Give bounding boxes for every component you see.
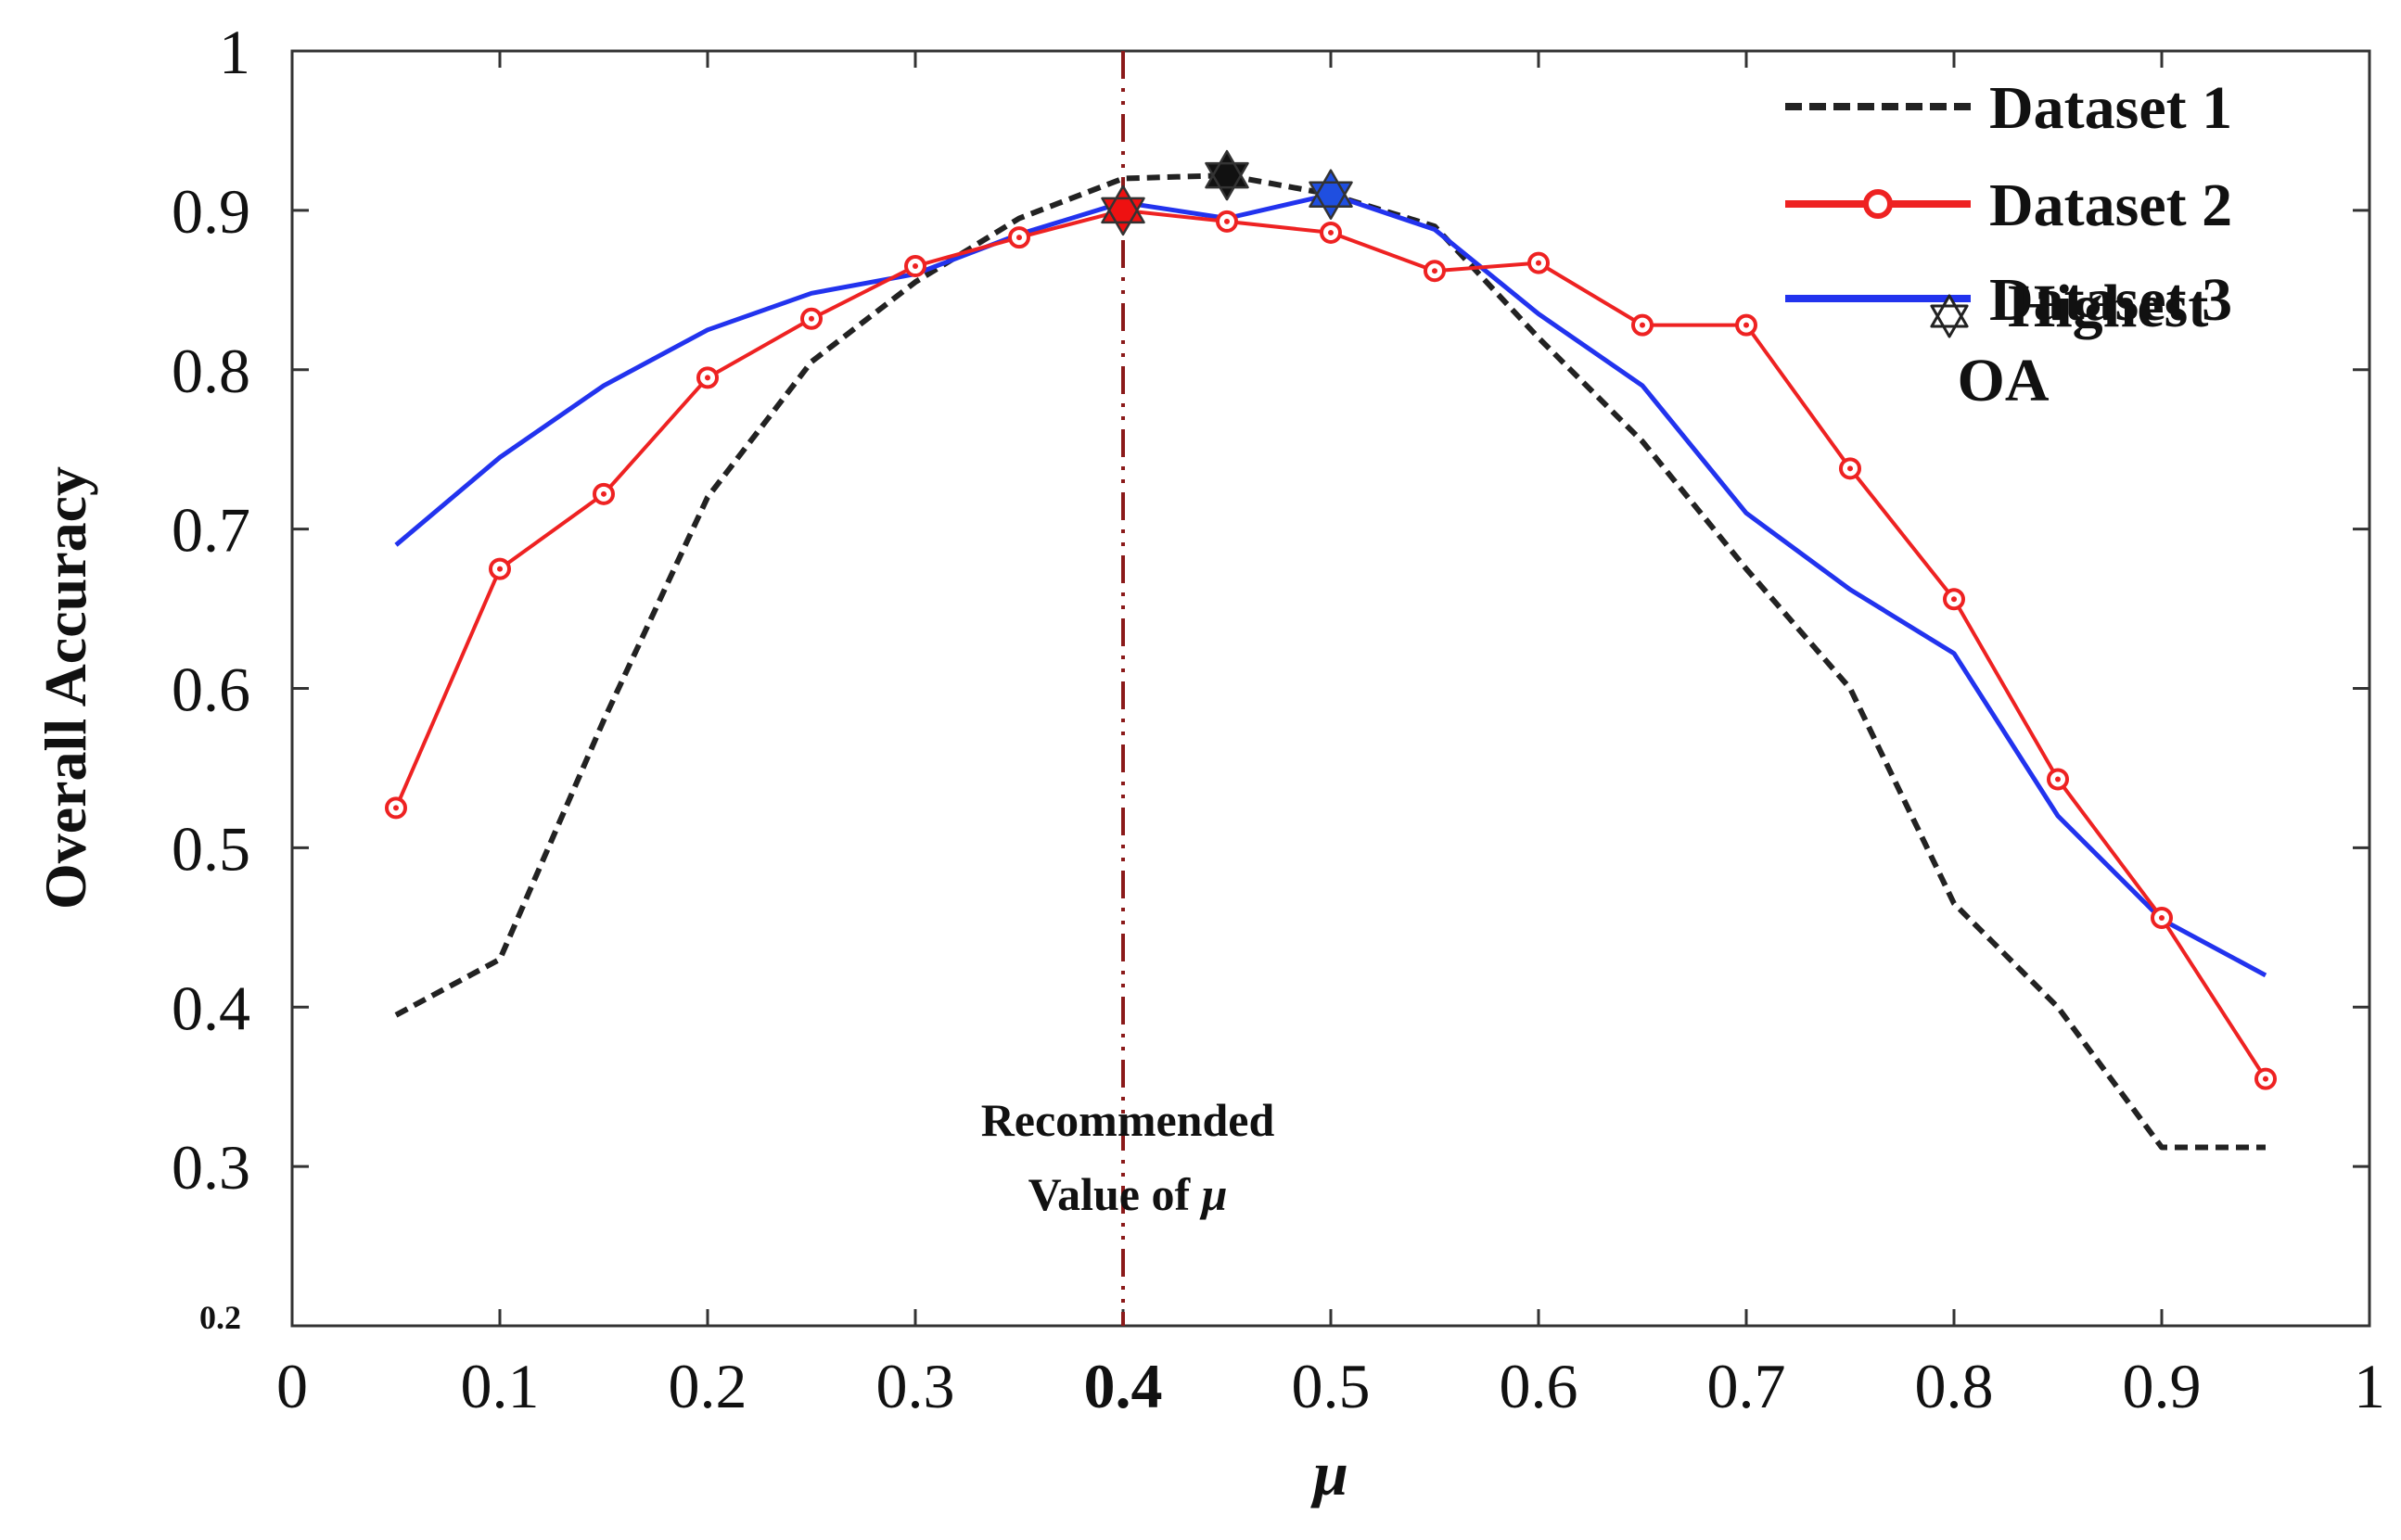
x-tick-labels: 0 0.1 0.2 0.3 0.4 0.5 0.6 0.7 0.8 0.9 1 (276, 1351, 2385, 1421)
x-tick-label: 0.4 (1084, 1351, 1163, 1421)
legend-highest-oa-line1: Highest (2008, 273, 2208, 340)
recommended-value-label: Value of μ (1028, 1168, 1228, 1220)
y-tick-label: 0.4 (172, 973, 250, 1043)
y-axis-label: Overall Accuracy (32, 466, 98, 910)
y-tick-label: 0.8 (172, 336, 250, 406)
x-tick-label: 1 (2354, 1351, 2385, 1421)
x-tick-label: 0.5 (1292, 1351, 1371, 1421)
y-tick-labels: 0.3 0.4 0.5 0.6 0.7 0.8 0.9 1 (172, 17, 250, 1203)
series-line-dataset-3 (394, 192, 2267, 978)
recommended-label: Recommended (981, 1094, 1275, 1146)
data-point-center (1847, 465, 1853, 472)
data-point-center (393, 805, 399, 811)
y-tick-label: 0.6 (172, 655, 250, 725)
data-point-center (1951, 596, 1957, 603)
data-point-center (1224, 218, 1230, 224)
highest-oa-star-icon (1101, 185, 1145, 236)
x-axis-label: μ (1310, 1438, 1348, 1508)
x-tick-label: 0.6 (1500, 1351, 1578, 1421)
legend-label-dataset-3: Dataset 3 (1989, 266, 2232, 334)
data-point-center (2263, 1075, 2268, 1082)
data-point-center (705, 375, 710, 381)
x-tick-label: 0 (276, 1351, 308, 1421)
data-point-center (913, 263, 918, 270)
x-tick-label: 0.1 (461, 1351, 540, 1421)
data-point-center (2055, 776, 2061, 783)
data-point-center (601, 490, 607, 497)
y-tick-label: 1 (219, 17, 250, 87)
series-line-dataset-2 (394, 208, 2267, 1080)
highest-oa-stars (1101, 149, 1353, 236)
data-point-center (497, 566, 503, 572)
data-point-center (1016, 235, 1022, 241)
y-min-tick-label: 0.2 (199, 1299, 241, 1336)
legend-highest-oa-line2: OA (1958, 347, 2050, 414)
y-tick-label: 0.3 (172, 1132, 250, 1203)
x-tick-label: 0.8 (1915, 1351, 1994, 1421)
mu-symbol: μ (1199, 1168, 1228, 1220)
data-point-center (1640, 322, 1645, 328)
x-tick-label: 0.3 (876, 1351, 955, 1421)
highest-oa-star-icon (1205, 149, 1249, 201)
legend: Dataset 1 Dataset 2 Dataset 3 OA Highest (1785, 74, 2232, 414)
x-tick-label: 0.9 (2123, 1351, 2202, 1421)
data-point-center (809, 315, 814, 322)
x-tick-label: 0.7 (1707, 1351, 1786, 1421)
recommended-value-prefix: Value of (1028, 1168, 1202, 1220)
data-point-center (1432, 268, 1437, 274)
legend-marker (1863, 189, 1893, 219)
highest-oa-star-icon (1309, 169, 1353, 220)
y-tick-label: 0.5 (172, 813, 250, 884)
y-tick-label: 0.7 (172, 495, 250, 566)
y-tick-label: 0.9 (172, 176, 250, 247)
data-point-center (1328, 229, 1334, 235)
x-tick-label: 0.2 (669, 1351, 747, 1421)
legend-label-dataset-1: Dataset 1 (1989, 74, 2232, 142)
legend-label-dataset-2: Dataset 2 (1989, 172, 2232, 239)
series-line-dataset-1 (394, 172, 2266, 1151)
data-point-center (1536, 260, 1541, 266)
data-point-center (1743, 322, 1749, 328)
data-point-center (2159, 915, 2165, 921)
legend-star-icon (1930, 294, 1969, 338)
